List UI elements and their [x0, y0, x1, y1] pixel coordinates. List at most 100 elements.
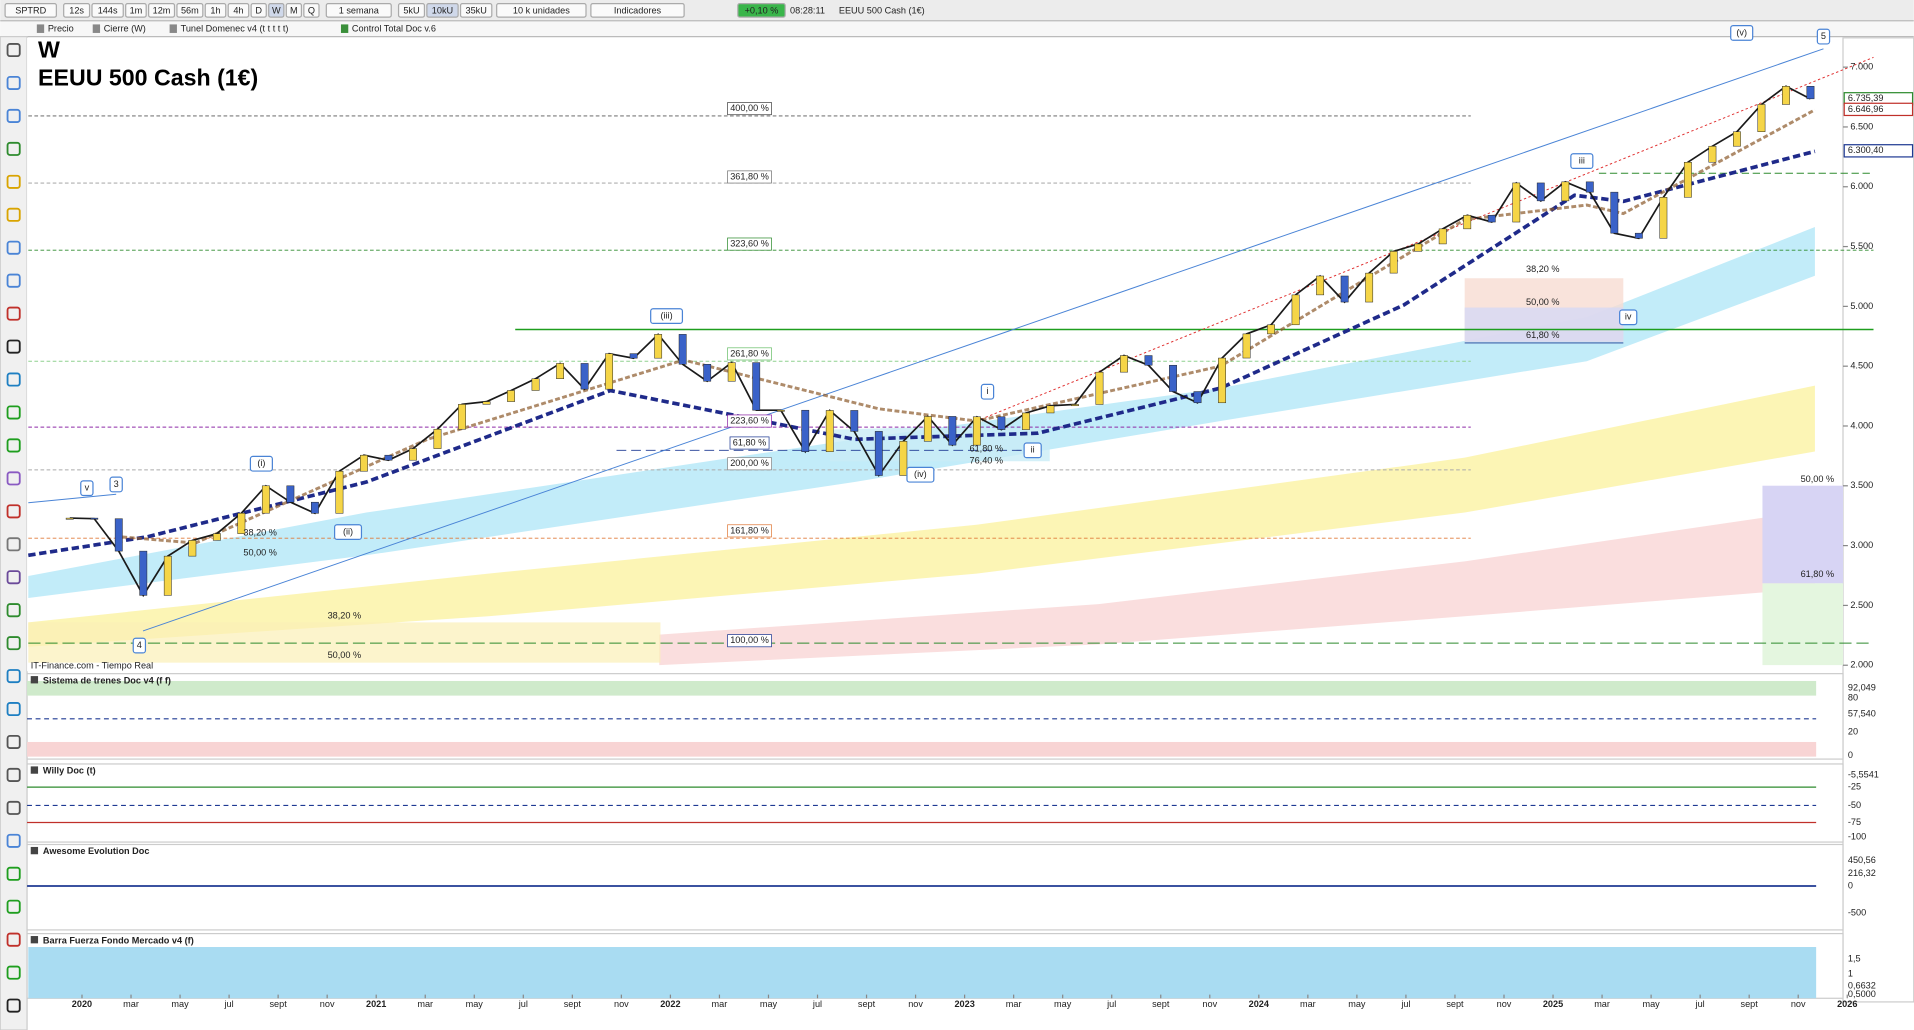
tool-icon[interactable]: [6, 108, 21, 123]
interval-box[interactable]: [125, 3, 147, 18]
candle: [1389, 251, 1398, 274]
x-tick-label: 2020: [72, 999, 92, 1009]
interval-box[interactable]: [204, 3, 227, 18]
interval[interactable]: 144s: [98, 5, 118, 15]
tool-icon[interactable]: [6, 669, 21, 684]
pane-axis-label: 92,049: [1848, 683, 1876, 693]
interval-box[interactable]: [285, 3, 303, 18]
candle: [1782, 86, 1790, 105]
legend-entry[interactable]: Control Total Doc v.6: [352, 24, 436, 34]
x-tick-label: 2022: [660, 999, 680, 1009]
interval[interactable]: D: [255, 5, 262, 15]
interval[interactable]: 4h: [233, 5, 243, 15]
pane-zone: [28, 947, 1817, 999]
tool-icon[interactable]: [6, 240, 21, 255]
interval-box[interactable]: [268, 3, 285, 18]
interval[interactable]: 56m: [181, 5, 199, 15]
tool-icon[interactable]: [6, 702, 21, 717]
candle: [850, 410, 859, 432]
tool-icon[interactable]: [6, 932, 21, 947]
legend-swatch: [340, 24, 349, 33]
units-box[interactable]: [459, 3, 493, 18]
tool-icon[interactable]: [6, 339, 21, 354]
candle: [531, 378, 540, 391]
tool-icon[interactable]: [6, 965, 21, 980]
tool-icon[interactable]: [6, 306, 21, 321]
interval[interactable]: 1h: [210, 5, 220, 15]
pane-axis-label: 216,32: [1848, 868, 1876, 878]
symbol-box[interactable]: [4, 3, 57, 18]
price-axis: [1842, 37, 1914, 1003]
units-box[interactable]: [397, 3, 426, 18]
tool-icon[interactable]: [6, 636, 21, 651]
tool-icon[interactable]: [6, 207, 21, 222]
tool-icon[interactable]: [6, 537, 21, 552]
interval-box[interactable]: [176, 3, 204, 18]
candle: [1561, 181, 1570, 202]
interval-box[interactable]: [91, 3, 124, 18]
fib-label-box: [727, 170, 772, 184]
change-box[interactable]: [737, 3, 786, 18]
tool-icon[interactable]: [6, 174, 21, 189]
candle: [801, 409, 810, 452]
interval-box[interactable]: [303, 3, 320, 18]
pane-title: Willy Doc (t): [43, 766, 96, 776]
price-marker-box: [1843, 102, 1914, 117]
legend-entry[interactable]: Precio: [48, 24, 74, 34]
tool-icon[interactable]: [6, 866, 21, 881]
tool-icon[interactable]: [6, 899, 21, 914]
tool-icon[interactable]: [6, 405, 21, 420]
tool-icon[interactable]: [6, 471, 21, 486]
units[interactable]: 35kU: [465, 5, 486, 15]
tool-icon[interactable]: [6, 43, 21, 58]
x-tick-label: sept: [564, 999, 582, 1009]
interval-box[interactable]: [63, 3, 91, 18]
interval[interactable]: W: [272, 5, 281, 15]
interval-box[interactable]: [148, 3, 176, 18]
legend-entry[interactable]: Tunel Domenec v4 (t t t t t): [181, 24, 289, 34]
interval[interactable]: 1m: [130, 5, 143, 15]
tool-icon[interactable]: [6, 800, 21, 815]
period-box[interactable]: [325, 3, 392, 18]
tool-icon[interactable]: [6, 372, 21, 387]
fib-label: 38,20 %: [243, 528, 277, 538]
units-box[interactable]: [426, 3, 459, 18]
fib-zone: [1762, 583, 1843, 666]
interval-box[interactable]: [227, 3, 250, 18]
legend-entry[interactable]: Cierre (W): [104, 24, 146, 34]
tool-icon[interactable]: [6, 734, 21, 750]
tool-icon[interactable]: [6, 438, 21, 453]
tool-icon[interactable]: [6, 504, 21, 519]
fib-label: 50,00 %: [1526, 297, 1560, 307]
pane: [26, 763, 1844, 843]
fib-label: 61,80 %: [970, 444, 1004, 454]
interval[interactable]: M: [290, 5, 298, 15]
tool-icon[interactable]: [6, 273, 21, 288]
tool-icon[interactable]: [6, 998, 21, 1013]
y-tick-label: 4.500: [1850, 361, 1873, 371]
candle: [1438, 228, 1447, 245]
tool-icon[interactable]: [6, 570, 21, 585]
units-menu-box[interactable]: [496, 3, 587, 18]
tool-icon[interactable]: [6, 767, 21, 782]
interval[interactable]: Q: [308, 5, 315, 15]
x-tick-label: mar: [1300, 999, 1316, 1009]
fib-zone: [1464, 307, 1624, 342]
units-menu[interactable]: 10 k unidades: [513, 5, 570, 15]
period[interactable]: 1 semana: [339, 5, 380, 15]
interval-box[interactable]: [250, 3, 267, 18]
tool-icon[interactable]: [6, 833, 21, 848]
symbol[interactable]: SPTRD: [15, 5, 46, 15]
pane-axis-label: 80: [1848, 692, 1858, 702]
price-marker: 6.646,96: [1848, 104, 1884, 114]
units[interactable]: 10kU: [432, 5, 453, 15]
change[interactable]: +0,10 %: [745, 5, 779, 15]
interval[interactable]: 12m: [153, 5, 171, 15]
units[interactable]: 5kU: [403, 5, 419, 15]
indicators-box[interactable]: [590, 3, 685, 18]
tool-icon[interactable]: [6, 603, 21, 618]
tool-icon[interactable]: [6, 141, 21, 156]
interval[interactable]: 12s: [69, 5, 84, 15]
tool-icon[interactable]: [6, 75, 21, 91]
indicators[interactable]: Indicadores: [614, 5, 662, 15]
